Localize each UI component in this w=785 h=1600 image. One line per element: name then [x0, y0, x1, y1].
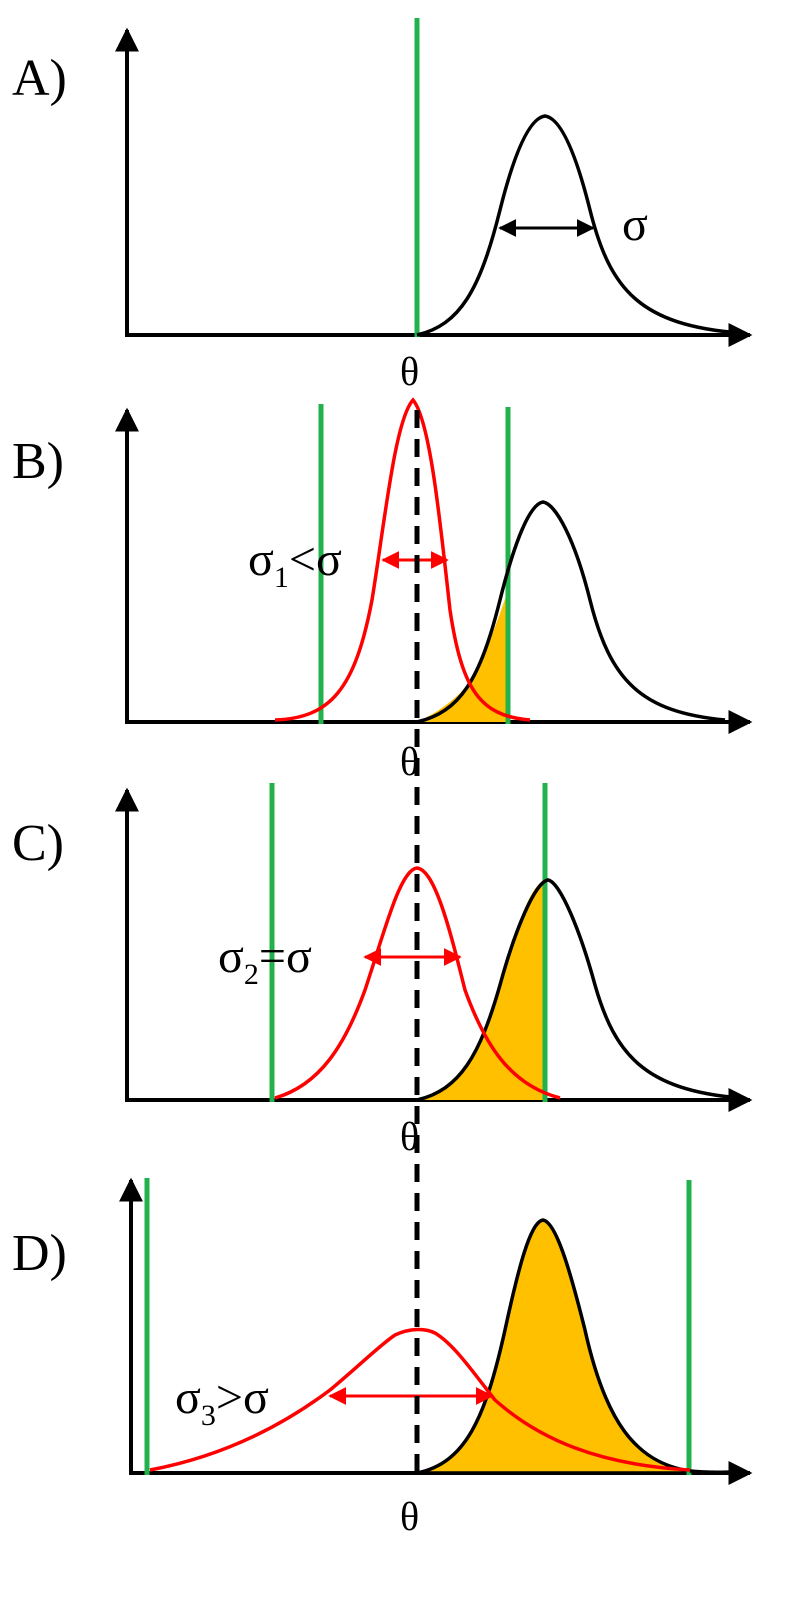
panel-c-reference-curve [416, 878, 741, 1102]
panel-b-theta-label: θ [400, 739, 419, 784]
panel-b-test-curve [274, 397, 531, 722]
panel-c-sigma-label: σ2=σ [218, 930, 312, 991]
panel-c-label: C) [12, 815, 64, 872]
panel-a-label: A) [12, 50, 67, 107]
panel-d-label: D) [12, 1225, 67, 1282]
panel-d-sigma-label: σ3>σ [175, 1371, 269, 1432]
panel-b-label: B) [12, 433, 64, 490]
panel-b-sigma-rest: <σ [289, 533, 342, 586]
panel-a: A) σ θ [12, 18, 753, 394]
panel-d-reference-curve [689, 1469, 731, 1474]
panel-d-overlap-area [416, 1218, 692, 1475]
panel-b-reference-curve [416, 500, 726, 724]
panel-d-test-curve [149, 1327, 691, 1472]
panel-a-sigma-label: σ [622, 198, 648, 251]
panel-c: C) σ2=σ θ [12, 783, 753, 1159]
panel-c-sigma-base: σ [218, 930, 244, 983]
panel-b-overlap-area [417, 590, 508, 722]
panel-b: B) σ1<σ θ [12, 397, 753, 784]
panel-c-theta-label: θ [400, 1114, 419, 1159]
panel-d-sigma-base: σ [175, 1371, 201, 1424]
panel-b-sigma-sub: 1 [274, 561, 289, 594]
panel-c-sigma-rest: =σ [259, 930, 312, 983]
panel-c-test-curve [274, 866, 561, 1100]
panel-b-sigma-base: σ [248, 533, 274, 586]
panel-d: D) σ3>σ θ [12, 1177, 753, 1539]
panel-a-theta-label: θ [400, 349, 419, 394]
panel-c-sigma-sub: 2 [244, 958, 259, 991]
panel-a-reference-curve [416, 114, 741, 337]
panel-d-sigma-rest: >σ [216, 1371, 269, 1424]
panel-c-overlap-area [417, 880, 545, 1100]
panel-b-sigma-label: σ1<σ [248, 533, 342, 594]
panel-d-theta-label: θ [400, 1494, 419, 1539]
panel-d-sigma-sub: 3 [201, 1399, 216, 1432]
